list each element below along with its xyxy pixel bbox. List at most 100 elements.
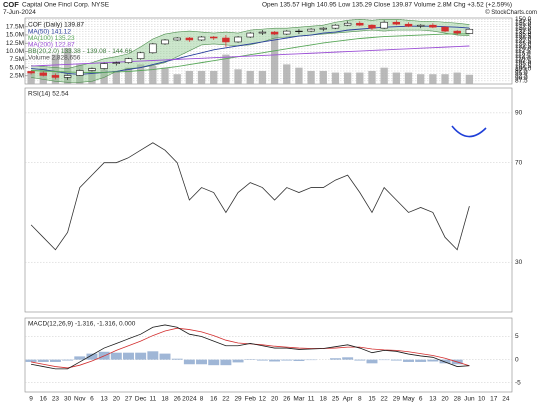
volume-bar	[197, 70, 206, 84]
legend-entry: MA(200) 122.87	[28, 42, 75, 49]
x-tick-label: 29	[393, 396, 401, 403]
credit: © StockCharts.com	[485, 9, 537, 16]
x-tick-label: 20	[271, 396, 279, 403]
candle-body	[380, 21, 388, 29]
x-tick-label: 27	[125, 396, 133, 403]
x-tick-label: 11	[149, 396, 156, 403]
volume-bar	[343, 72, 352, 84]
y2-tick-label: 5.0M	[10, 64, 24, 71]
x-tick-label: 22	[381, 396, 389, 403]
y-tick-label: 125.0	[515, 41, 532, 48]
rsi-frame	[24, 17, 513, 85]
histogram-bar	[415, 359, 427, 362]
volume-bar	[112, 70, 120, 84]
histogram-bar	[123, 352, 134, 360]
candle-body	[63, 75, 72, 78]
y2-tick-label: 10.0M	[6, 48, 24, 55]
candle-body	[404, 23, 413, 27]
volume-bar	[295, 67, 303, 84]
y2-tick-label: 15.0M	[6, 32, 24, 39]
x-tick-label: 26	[283, 396, 291, 403]
candle-body	[210, 36, 218, 39]
histogram-bar	[86, 353, 98, 360]
y-tick-label: -5	[515, 379, 521, 386]
candle-body	[185, 37, 194, 41]
volume-bar	[149, 66, 157, 84]
y-tick-label: 0	[515, 356, 519, 363]
candle-body	[343, 22, 352, 26]
candle-body	[368, 24, 376, 29]
histogram-bar	[147, 351, 159, 360]
x-tick-label: 8	[200, 396, 204, 403]
legend-entry: Volume 2,828,656	[28, 55, 81, 62]
legend-entry: MA(50) 141.12	[28, 29, 71, 36]
symbol: COF	[3, 0, 19, 9]
volume-bar	[356, 72, 364, 84]
y-tick-label: 140.0	[515, 26, 532, 33]
y-tick-label: 115.0	[515, 50, 531, 57]
y-tick-label: 130.0	[515, 36, 532, 43]
y-tick-label: 122.5	[515, 43, 532, 50]
histogram-bar	[281, 359, 293, 361]
volume-bar	[331, 72, 340, 84]
date: 7-Jun-2024	[3, 9, 36, 16]
candle-body	[234, 36, 242, 43]
volume-bar	[283, 64, 291, 84]
x-tick-label: Mar	[293, 396, 305, 403]
candle-body	[149, 43, 157, 54]
x-tick-label: 13	[429, 396, 437, 403]
histogram-bar	[208, 359, 220, 366]
candle-body	[27, 71, 35, 74]
volume-bar	[417, 74, 425, 84]
y-tick-label: 90	[515, 110, 523, 117]
y-tick-label: 5	[515, 333, 519, 340]
histogram-bar	[171, 358, 183, 360]
histogram-bar	[62, 359, 74, 361]
histogram-bar	[37, 359, 49, 362]
histogram-bar	[342, 357, 354, 360]
volume-bar	[453, 72, 461, 84]
volume-bar	[258, 70, 267, 84]
legend-entry: BB(20,2.0) 133.38 - 139.08 - 144.66	[28, 48, 132, 55]
quote: Open 135.57 High 140.95 Low 135.29 Close…	[262, 2, 512, 9]
chart-title: COF (Daily) 139.87	[28, 22, 84, 29]
histogram-bar	[159, 353, 171, 360]
histogram-bar	[74, 356, 86, 360]
histogram-bar	[25, 359, 37, 362]
histogram-bar	[293, 359, 305, 362]
volume-bar	[441, 74, 449, 84]
volume-bar	[222, 54, 230, 84]
y-tick-label: 87.5	[515, 78, 528, 85]
volume-bar	[465, 74, 474, 84]
candle-body	[51, 75, 60, 78]
histogram-bar	[269, 359, 281, 362]
x-tick-label: 6	[90, 396, 94, 403]
x-tick-label: 13	[101, 396, 109, 403]
x-tick-label: 2024	[182, 396, 197, 403]
histogram-bar	[135, 352, 147, 360]
candle-body	[88, 68, 96, 71]
x-tick-label: Jun	[464, 396, 475, 403]
y2-tick-label: 7.5M	[10, 56, 24, 63]
y2-tick-label: 12.5M	[6, 40, 24, 47]
candle-body	[112, 62, 121, 64]
x-tick-label: 16	[40, 396, 48, 403]
histogram-bar	[427, 359, 439, 362]
candle-body	[392, 21, 401, 25]
y-tick-label: 30	[515, 259, 523, 266]
volume-bar	[51, 54, 60, 84]
x-tick-label: 25	[332, 396, 340, 403]
x-tick-label: 20	[113, 396, 121, 403]
candle-body	[197, 36, 206, 41]
histogram-bar	[439, 359, 451, 364]
y-tick-label: 110.0	[515, 55, 531, 62]
x-tick-label: 24	[502, 396, 510, 403]
candle-body	[319, 27, 327, 30]
candle-body	[100, 63, 108, 69]
y-tick-label: 147.5	[515, 18, 532, 25]
x-tick-label: Feb	[245, 396, 257, 403]
x-tick-label: 18	[320, 396, 328, 403]
volume-bar	[124, 67, 133, 84]
candle-body	[356, 22, 364, 26]
